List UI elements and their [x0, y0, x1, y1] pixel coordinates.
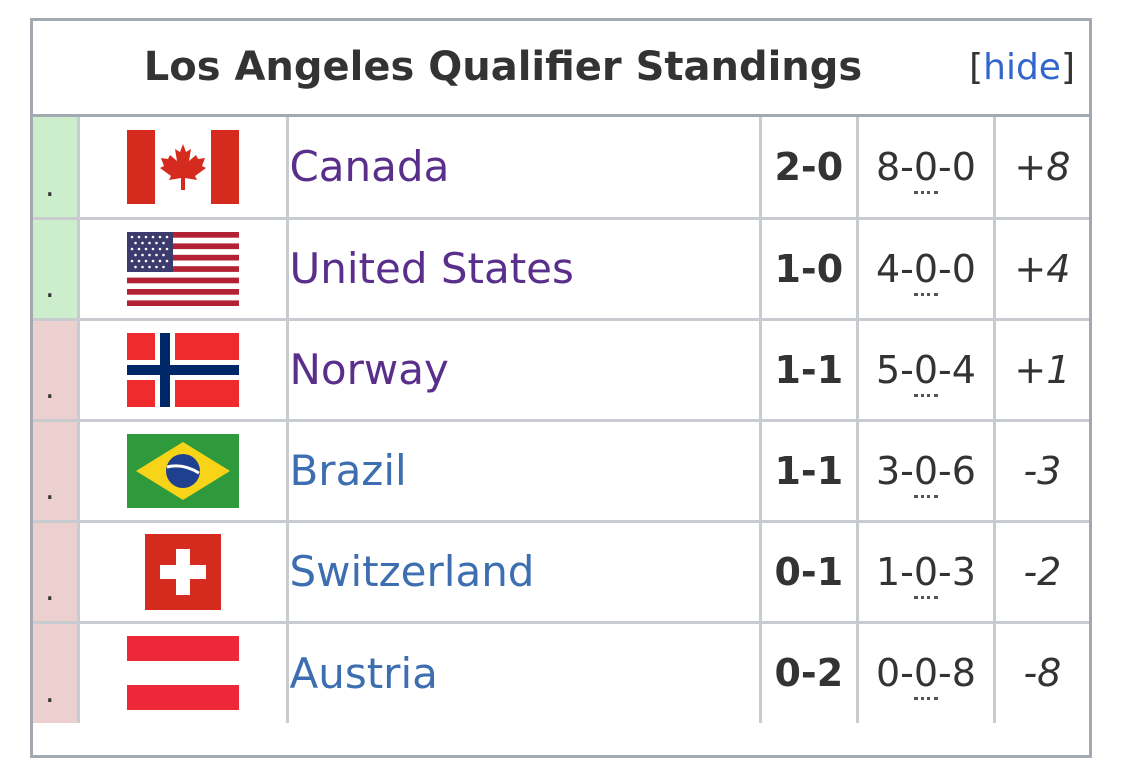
- games-won: 1: [875, 549, 901, 594]
- games-cell: 0-0-8: [856, 620, 996, 723]
- standings-box: Los Angeles Qualifier Standings [hide] .…: [30, 18, 1092, 758]
- country-cell: Canada: [286, 117, 762, 220]
- standings-header: Los Angeles Qualifier Standings [hide]: [33, 21, 1089, 117]
- brazil-flag-icon: [127, 433, 240, 508]
- country-link-united-states[interactable]: United States: [289, 244, 574, 293]
- standings-table: . Canada 2-0 8-0-0 +8 .: [33, 117, 1089, 723]
- status-marker-cell: .: [33, 519, 81, 624]
- games-won: 4: [875, 246, 901, 291]
- flag-cell: [77, 519, 290, 624]
- games-tied: 0: [913, 549, 939, 599]
- austria-flag-icon: [127, 636, 240, 711]
- games-lost: 3: [951, 549, 976, 594]
- norway-flag-icon: [127, 332, 240, 407]
- table-row: . Norway 1-1 5-0-4 +1: [33, 317, 1089, 422]
- country-link-austria[interactable]: Austria: [289, 648, 438, 698]
- country-cell: Austria: [286, 620, 762, 723]
- toggle-close-bracket: ]: [1060, 47, 1075, 88]
- differential-cell: -2: [992, 519, 1089, 624]
- games-cell: 8-0-0: [856, 117, 996, 220]
- games-lost: 0: [951, 144, 976, 189]
- record-cell: 1-0: [758, 216, 860, 321]
- country-cell: Switzerland: [286, 519, 762, 624]
- table-row: .: [33, 216, 1089, 321]
- hide-toggle: [hide]: [969, 21, 1075, 114]
- differential-cell: +4: [992, 216, 1089, 321]
- games-tied: 0: [913, 651, 939, 701]
- games-cell: 3-0-6: [856, 418, 996, 523]
- games-cell: 1-0-3: [856, 519, 996, 624]
- table-row: . Brazil 1-1 3-0-6 -3: [33, 418, 1089, 523]
- record-cell: 1-1: [758, 418, 860, 523]
- country-link-norway[interactable]: Norway: [289, 345, 449, 394]
- country-cell: United States: [286, 216, 762, 321]
- games-won: 5: [875, 347, 901, 392]
- differential-cell: +8: [992, 117, 1089, 220]
- record-cell: 0-1: [758, 519, 860, 624]
- country-link-brazil[interactable]: Brazil: [289, 446, 407, 495]
- table-row: . Canada 2-0 8-0-0 +8: [33, 117, 1089, 220]
- games-cell: 5-0-4: [856, 317, 996, 422]
- games-tied: 0: [913, 448, 939, 498]
- record-cell: 1-1: [758, 317, 860, 422]
- switzerland-flag-icon: [145, 533, 222, 610]
- standings-title: Los Angeles Qualifier Standings: [143, 44, 863, 90]
- table-row: . Austria 0-2 0-0-8 -8: [33, 620, 1089, 723]
- games-won: 8: [875, 144, 901, 189]
- country-cell: Norway: [286, 317, 762, 422]
- flag-cell: [77, 418, 290, 523]
- differential-cell: +1: [992, 317, 1089, 422]
- country-cell: Brazil: [286, 418, 762, 523]
- toggle-open-bracket: [: [969, 47, 984, 88]
- games-tied: 0: [913, 347, 939, 397]
- canada-flag-icon: [127, 129, 240, 204]
- status-marker-cell: .: [33, 620, 81, 723]
- status-marker-cell: .: [33, 216, 81, 321]
- games-cell: 4-0-0: [856, 216, 996, 321]
- country-link-switzerland[interactable]: Switzerland: [289, 547, 535, 596]
- differential-cell: -8: [992, 620, 1089, 723]
- games-tied: 0: [913, 144, 939, 194]
- status-marker-cell: .: [33, 317, 81, 422]
- games-lost: 6: [951, 448, 976, 493]
- flag-cell: [77, 317, 290, 422]
- games-lost: 8: [951, 651, 976, 696]
- games-lost: 0: [951, 246, 976, 291]
- differential-cell: -3: [992, 418, 1089, 523]
- country-link-canada[interactable]: Canada: [289, 142, 450, 192]
- table-row: . Switzerland 0-1 1-0-3 -2: [33, 519, 1089, 624]
- record-cell: 0-2: [758, 620, 860, 723]
- flag-cell: [77, 620, 290, 723]
- games-won: 3: [875, 448, 901, 493]
- status-marker-cell: .: [33, 418, 81, 523]
- games-tied: 0: [913, 246, 939, 296]
- status-marker-cell: .: [33, 117, 81, 220]
- games-lost: 4: [951, 347, 976, 392]
- flag-cell: [77, 216, 290, 321]
- usa-flag-icon: [127, 231, 240, 306]
- games-won: 0: [875, 651, 901, 696]
- record-cell: 2-0: [758, 117, 860, 220]
- flag-cell: [77, 117, 290, 220]
- hide-link[interactable]: hide: [983, 47, 1061, 88]
